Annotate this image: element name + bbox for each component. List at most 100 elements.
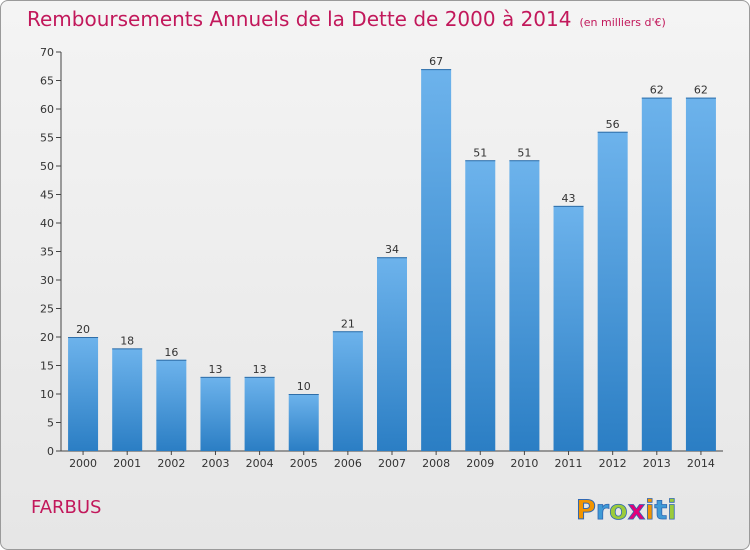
data-label: 67: [429, 55, 443, 68]
bar: [332, 331, 363, 451]
bars: [68, 69, 716, 452]
commune-name: FARBUS: [31, 497, 102, 518]
y-tick-label: 65: [40, 75, 54, 88]
y-tick-label: 25: [40, 303, 54, 316]
y-tick: 20: [40, 331, 61, 344]
x-tick: 2009: [466, 451, 494, 470]
y-tick: 60: [40, 103, 61, 116]
bar: [465, 160, 496, 452]
y-tick: 70: [40, 46, 61, 59]
chart-title-text: Remboursements Annuels de la Dette de 20…: [27, 7, 572, 31]
data-label: 13: [253, 363, 267, 376]
x-tick: 2005: [290, 451, 318, 470]
data-label: 51: [517, 146, 531, 159]
x-tick-label: 2000: [69, 457, 97, 470]
x-tick: 2001: [113, 451, 141, 470]
y-tick: 50: [40, 160, 61, 173]
x-tick-label: 2013: [643, 457, 671, 470]
x-tick: 2010: [510, 451, 538, 470]
chart-unit: (en milliers d'€): [579, 16, 666, 29]
data-label: 10: [297, 380, 311, 393]
bar: [377, 257, 407, 451]
y-tick-label: 55: [40, 132, 54, 145]
x-tick: 2007: [378, 451, 406, 470]
x-tick: 2002: [157, 451, 185, 470]
x-tick: 2012: [599, 451, 627, 470]
x-tick: 2000: [69, 451, 97, 470]
x-tick-label: 2002: [157, 457, 185, 470]
x-tick: 2013: [643, 451, 671, 470]
x-tick-label: 2012: [599, 457, 627, 470]
data-label: 21: [341, 317, 355, 330]
bar: [553, 205, 584, 451]
x-tick-label: 2010: [510, 457, 538, 470]
bar: [112, 348, 143, 451]
x-tick-label: 2001: [113, 457, 141, 470]
x-tick: 2014: [687, 451, 715, 470]
y-tick-label: 15: [40, 360, 54, 373]
y-tick-label: 60: [40, 103, 54, 116]
x-tick-label: 2009: [466, 457, 494, 470]
y-tick: 55: [40, 132, 61, 145]
y-tick: 5: [47, 417, 61, 430]
y-tick-label: 40: [40, 217, 54, 230]
svg-text:Proxiti: Proxiti: [576, 495, 677, 526]
x-tick: 2006: [334, 451, 362, 470]
x-tick-label: 2007: [378, 457, 406, 470]
y-tick-label: 5: [47, 417, 54, 430]
data-label: 51: [473, 146, 487, 159]
y-tick-label: 30: [40, 274, 54, 287]
bar: [156, 359, 187, 451]
data-labels: 20 18 16 13 13 10 21 34 67 51 51 43 56 62 62: [76, 55, 708, 393]
data-label: 62: [650, 84, 664, 97]
bar: [685, 97, 716, 451]
bar: [421, 69, 452, 451]
bar: [244, 376, 275, 451]
proxiti-logo[interactable]: Proxiti: [576, 491, 696, 531]
x-tick-label: 2006: [334, 457, 362, 470]
x-tick: 2011: [555, 451, 583, 470]
y-tick: 40: [40, 217, 61, 230]
y-tick-label: 10: [40, 388, 54, 401]
bar: [597, 131, 628, 452]
y-tick: 35: [40, 246, 61, 259]
x-tick-label: 2005: [290, 457, 318, 470]
data-label: 43: [562, 192, 576, 205]
y-tick-label: 20: [40, 331, 54, 344]
y-tick-label: 50: [40, 160, 54, 173]
y-tick: 25: [40, 303, 61, 316]
chart-title: Remboursements Annuels de la Dette de 20…: [27, 7, 666, 31]
bar: [288, 394, 319, 451]
y-tick-label: 70: [40, 46, 54, 59]
y-tick-label: 35: [40, 246, 54, 259]
x-tick-label: 2014: [687, 457, 715, 470]
y-tick: 0: [47, 445, 61, 458]
data-label: 13: [208, 363, 222, 376]
bar: [509, 160, 540, 452]
data-label: 62: [694, 84, 708, 97]
proxiti-logo-mark: Proxiti: [576, 495, 677, 527]
bar: [200, 376, 231, 451]
x-tick: 2008: [422, 451, 450, 470]
y-tick-label: 0: [47, 445, 54, 458]
y-tick: 30: [40, 274, 61, 287]
y-tick: 10: [40, 388, 61, 401]
x-tick: 2004: [246, 451, 274, 470]
data-label: 16: [164, 346, 178, 359]
axes: 0 5 10 15 20 25 30 35 40 45 50 55 60 65 70 2000 2001 2002…: [40, 46, 723, 470]
data-label: 34: [385, 243, 399, 256]
y-tick: 15: [40, 360, 61, 373]
x-tick-label: 2011: [555, 457, 583, 470]
x-tick-label: 2008: [422, 457, 450, 470]
x-tick-label: 2003: [201, 457, 229, 470]
x-tick-label: 2004: [246, 457, 274, 470]
y-tick-label: 45: [40, 189, 54, 202]
bar: [68, 337, 99, 451]
data-label: 20: [76, 323, 90, 336]
x-tick: 2003: [201, 451, 229, 470]
bar: [641, 97, 672, 451]
y-tick: 65: [40, 75, 61, 88]
y-tick: 45: [40, 189, 61, 202]
